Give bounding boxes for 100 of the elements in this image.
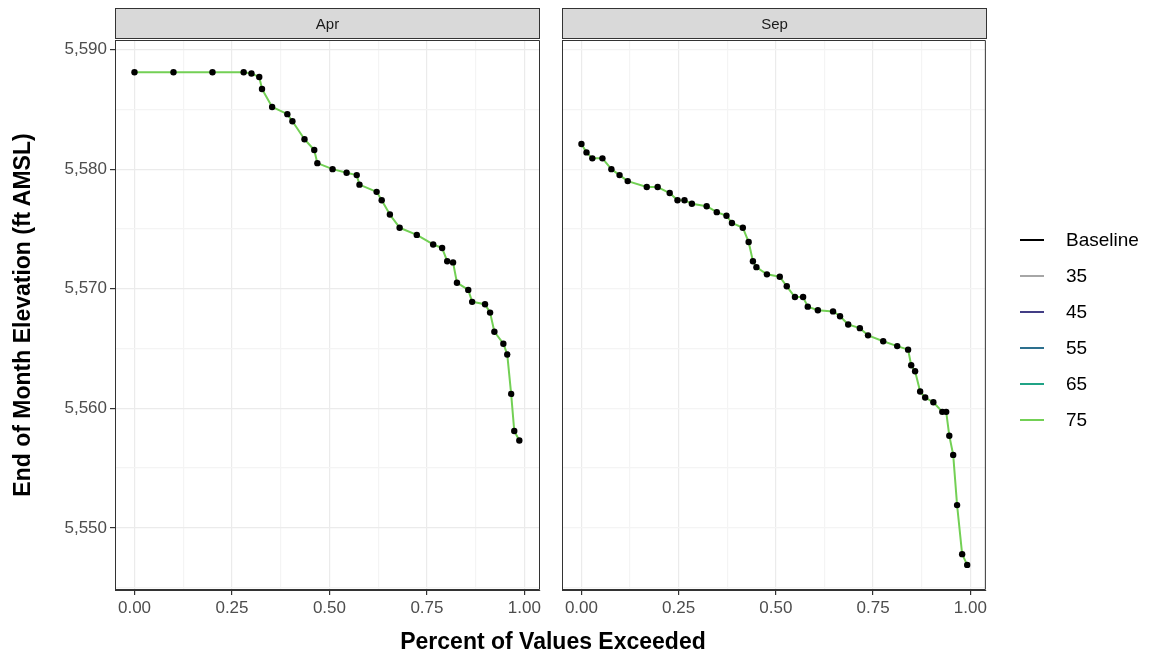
point	[444, 258, 451, 265]
point	[386, 211, 394, 218]
point	[950, 451, 957, 459]
point	[507, 390, 515, 398]
point	[583, 149, 590, 156]
point	[131, 69, 138, 76]
x-tick-label: 0.00	[564, 597, 598, 617]
x-tick-label: 0.75	[856, 597, 890, 617]
point	[946, 432, 953, 439]
point	[753, 263, 760, 271]
point	[429, 241, 437, 248]
point	[894, 342, 901, 350]
point	[804, 303, 811, 310]
point	[353, 171, 360, 179]
point	[284, 110, 291, 118]
point	[916, 388, 924, 395]
point	[170, 69, 177, 76]
y-tick-label: 5,590	[64, 39, 107, 59]
point	[500, 340, 507, 347]
point	[845, 321, 852, 328]
point	[373, 188, 380, 196]
point	[256, 73, 263, 81]
point	[289, 118, 296, 125]
x-tick-label: 1.00	[507, 597, 541, 617]
legend-label: 65	[1066, 373, 1088, 395]
point	[829, 308, 837, 315]
point	[723, 212, 730, 219]
point	[911, 368, 919, 375]
point	[783, 283, 790, 290]
point	[240, 69, 247, 76]
point	[908, 362, 915, 369]
point	[268, 103, 276, 111]
point	[465, 286, 472, 294]
x-tick-label: 1.00	[953, 597, 987, 617]
point	[396, 224, 403, 231]
point	[776, 273, 783, 280]
point	[468, 298, 476, 306]
point	[958, 550, 966, 558]
point	[329, 165, 336, 173]
point	[491, 328, 498, 335]
point	[311, 146, 318, 154]
point	[486, 309, 494, 316]
y-tick-label: 5,550	[64, 517, 107, 537]
x-tick-label: 0.25	[215, 597, 249, 617]
x-tick-label: 0.25	[662, 597, 696, 617]
point	[943, 408, 950, 416]
legend-label: Baseline	[1066, 229, 1139, 251]
point	[378, 197, 385, 204]
legend-label: 35	[1066, 265, 1088, 287]
legend-label: 75	[1066, 409, 1088, 431]
y-tick-label: 5,580	[64, 158, 107, 178]
point	[453, 279, 461, 286]
y-tick-label: 5,570	[64, 278, 107, 298]
x-tick-label: 0.50	[759, 597, 793, 617]
point	[578, 140, 585, 148]
chart-title: Sep	[562, 8, 987, 39]
point	[688, 200, 696, 207]
point	[904, 346, 912, 353]
point	[930, 399, 937, 406]
point	[258, 85, 266, 93]
y-axis-title: End of Month Elevation (ft AMSL)	[8, 133, 36, 497]
point	[343, 169, 350, 176]
point	[511, 427, 518, 435]
point	[516, 437, 523, 444]
y-tick-label: 5,560	[64, 397, 107, 417]
point	[856, 324, 864, 332]
point	[836, 313, 844, 320]
legend-label: 55	[1066, 337, 1088, 359]
point	[728, 219, 736, 227]
point	[314, 159, 321, 167]
x-tick-label: 0.00	[117, 597, 152, 617]
point	[864, 332, 872, 339]
point	[666, 189, 673, 197]
point	[749, 258, 757, 265]
point	[953, 501, 961, 509]
point	[713, 208, 720, 216]
point	[814, 307, 822, 314]
point	[504, 351, 511, 358]
point	[791, 293, 799, 301]
point	[589, 155, 596, 162]
point	[209, 69, 216, 76]
point	[703, 203, 710, 210]
point	[481, 301, 489, 308]
x-axis-title: Percent of Values Exceeded	[400, 628, 706, 655]
point	[880, 338, 887, 345]
point	[654, 183, 661, 191]
point	[356, 181, 363, 188]
point	[624, 177, 631, 185]
point	[413, 231, 420, 239]
point	[248, 70, 255, 77]
point	[301, 136, 308, 143]
point	[763, 271, 771, 278]
point	[643, 183, 650, 191]
x-tick-label: 0.50	[312, 597, 346, 617]
point	[449, 259, 457, 266]
point	[681, 197, 688, 204]
point	[616, 171, 623, 179]
point	[745, 238, 752, 246]
point	[438, 244, 446, 252]
chart-title: Apr	[115, 8, 540, 39]
